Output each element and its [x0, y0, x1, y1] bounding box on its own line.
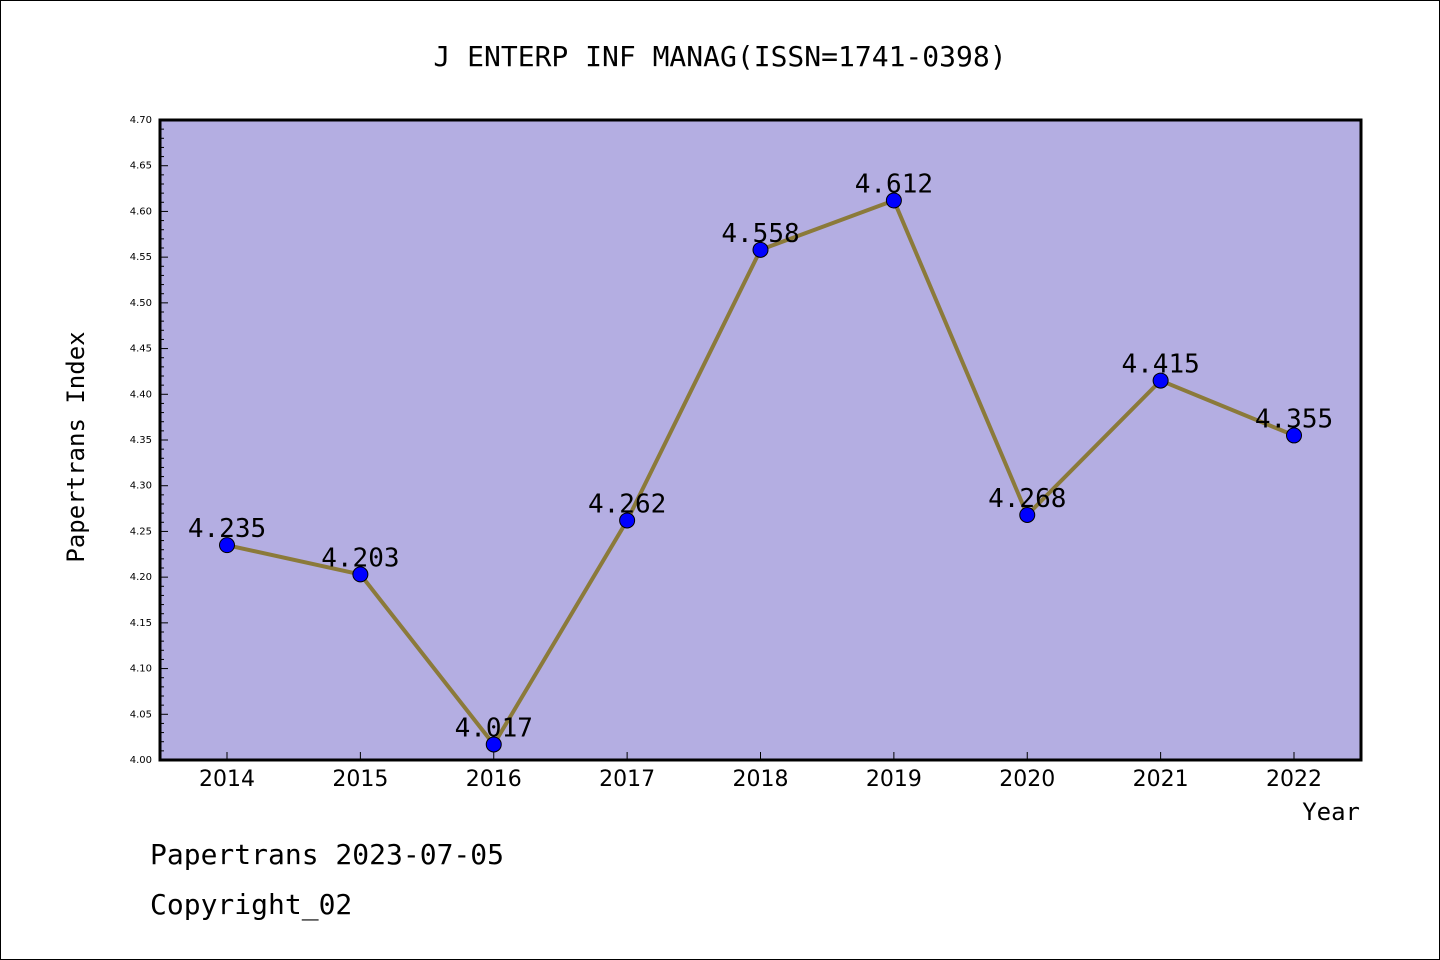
- footer-copyright: Copyright_02: [150, 888, 352, 922]
- data-point: [1152, 372, 1169, 389]
- data-point: [352, 566, 369, 583]
- data-label: 4.612: [855, 169, 933, 199]
- y-tick-label: 4.30: [130, 481, 152, 492]
- x-tick-label: 2019: [866, 767, 922, 792]
- data-label: 4.558: [721, 219, 799, 249]
- data-label: 4.415: [1121, 350, 1199, 380]
- x-axis-label: Year: [1302, 798, 1360, 826]
- data-point: [219, 537, 235, 554]
- x-tick-label: 2021: [1133, 767, 1189, 792]
- x-tick-label: 2022: [1266, 767, 1322, 792]
- data-labels: 4.235 4.203 4.017 4.262 4.558 4.612 4.268 4.415…: [188, 169, 1333, 743]
- x-tick-label: 2020: [999, 767, 1055, 792]
- data-label: 4.017: [455, 713, 533, 743]
- footer-date: Papertrans 2023-07-05: [150, 838, 504, 871]
- data-point: [485, 736, 502, 753]
- chart-title: J ENTERP INF MANAG(ISSN=1741-0398): [433, 40, 1006, 73]
- y-tick-label: 4.45: [130, 344, 152, 355]
- data-point: [1286, 427, 1302, 444]
- y-tick-label: 4.20: [130, 572, 152, 583]
- y-tick-label: 4.65: [130, 161, 152, 172]
- y-tick-label: 4.70: [130, 115, 152, 126]
- y-tick-label: 4.35: [130, 435, 152, 446]
- x-tick-label: 2017: [599, 767, 655, 792]
- y-tick-label: 4.40: [130, 389, 152, 400]
- x-axis: 2014 2015 2016 2017 2018 2019 2020 2021 2022: [199, 752, 1322, 792]
- y-axis-label: Papertrans Index: [62, 331, 90, 562]
- data-point: [1019, 506, 1036, 523]
- plot-area: [160, 120, 1361, 760]
- data-label: 4.355: [1255, 404, 1333, 434]
- data-points: [219, 192, 1302, 753]
- x-tick-label: 2014: [199, 767, 255, 792]
- data-point: [885, 192, 902, 209]
- x-tick-label: 2016: [466, 767, 522, 792]
- y-tick-label: 4.15: [130, 618, 152, 629]
- y-tick-label: 4.00: [130, 755, 152, 766]
- data-label: 4.262: [588, 489, 666, 519]
- data-point: [619, 512, 636, 529]
- plot-border: [158, 118, 1363, 762]
- data-label: 4.203: [321, 543, 399, 573]
- data-point: [752, 241, 769, 258]
- y-tick-label: 4.60: [130, 206, 152, 217]
- data-label: 4.268: [988, 484, 1066, 514]
- y-tick-label: 4.25: [130, 526, 152, 537]
- y-tick-label: 4.55: [130, 252, 152, 263]
- data-label: 4.235: [188, 514, 266, 544]
- x-tick-label: 2018: [733, 767, 789, 792]
- y-tick-label: 4.10: [130, 664, 152, 675]
- y-tick-label: 4.50: [130, 298, 152, 309]
- x-tick-label: 2015: [332, 767, 388, 792]
- y-tick-label: 4.05: [130, 709, 152, 720]
